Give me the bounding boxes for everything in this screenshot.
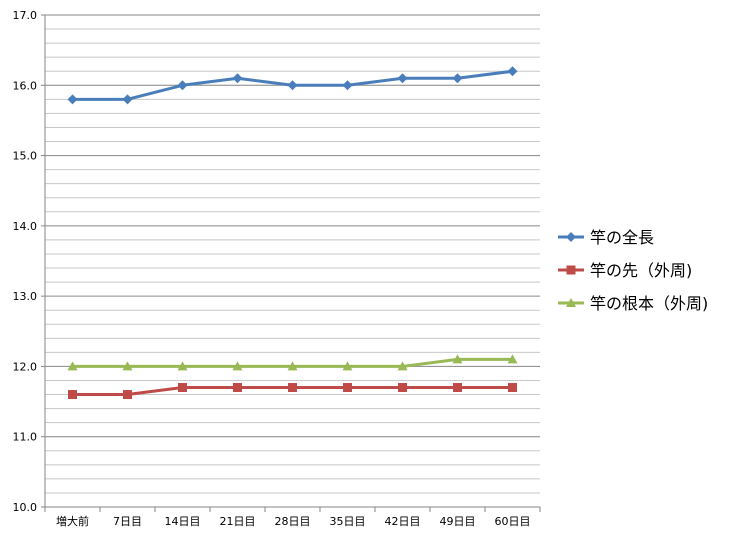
y-tick-label: 10.0	[13, 501, 38, 514]
data-point	[342, 361, 353, 371]
data-point	[232, 361, 243, 371]
x-tick-label: 21日目	[220, 515, 256, 528]
legend-marker	[566, 265, 576, 275]
data-point	[507, 354, 518, 364]
series-group	[67, 66, 518, 400]
data-point	[397, 361, 408, 371]
data-point	[178, 383, 187, 393]
x-tick-label: 49日目	[440, 515, 476, 528]
data-point	[452, 73, 463, 84]
data-point	[287, 80, 298, 91]
data-point	[453, 383, 462, 393]
legend-label: 竿の先（外周)	[590, 261, 692, 280]
data-point	[287, 361, 298, 371]
data-point	[177, 361, 188, 371]
axes	[44, 15, 540, 508]
x-tick-label: 60日目	[495, 515, 531, 528]
data-point	[342, 80, 353, 91]
legend-label: 竿の全長	[590, 228, 654, 247]
series-2	[68, 383, 517, 400]
y-tick-label: 14.0	[13, 220, 38, 233]
data-point	[122, 94, 133, 105]
x-tick-label: 28日目	[275, 515, 311, 528]
y-tick-label: 13.0	[13, 290, 38, 303]
data-point	[67, 361, 78, 371]
y-tick-label: 17.0	[13, 9, 38, 22]
series-3	[67, 354, 518, 371]
x-tick-label: 7日目	[113, 515, 142, 528]
data-point	[288, 383, 297, 393]
legend-item-1: 竿の全長	[558, 228, 654, 247]
x-tick-label: 増大前	[56, 514, 89, 528]
data-point	[122, 361, 133, 371]
y-tick-label: 16.0	[13, 79, 38, 92]
y-tick-label: 15.0	[13, 150, 38, 163]
legend-marker	[566, 232, 576, 242]
data-point	[508, 383, 517, 393]
data-point	[452, 354, 463, 364]
data-point	[67, 94, 78, 105]
x-tick-label: 35日目	[330, 515, 366, 528]
data-point	[68, 390, 77, 400]
data-point	[232, 73, 243, 84]
x-axis-ticks: 増大前 7日目 14日目 21日目 28日目 35日目 42日目 49日目 60日目	[44, 507, 541, 528]
data-point	[233, 383, 242, 393]
gridlines	[45, 14, 540, 508]
data-point	[343, 383, 352, 393]
x-tick-label: 42日目	[385, 515, 421, 528]
data-point	[397, 73, 408, 84]
y-tick-label: 11.0	[13, 431, 38, 444]
y-axis-ticks: 10.0 11.0 12.0 13.0 14.0 15.0 16.0 17.0	[13, 9, 45, 514]
legend-item-3: 竿の根本（外周)	[558, 294, 708, 313]
legend-item-2: 竿の先（外周)	[558, 261, 692, 280]
y-tick-label: 12.0	[13, 360, 38, 373]
data-point	[398, 383, 407, 393]
legend-marker	[566, 298, 576, 307]
data-point	[177, 80, 188, 91]
legend-label: 竿の根本（外周)	[590, 294, 708, 313]
series-1	[67, 66, 518, 105]
data-point	[123, 390, 132, 400]
x-tick-label: 14日目	[165, 515, 201, 528]
data-point	[507, 66, 518, 77]
